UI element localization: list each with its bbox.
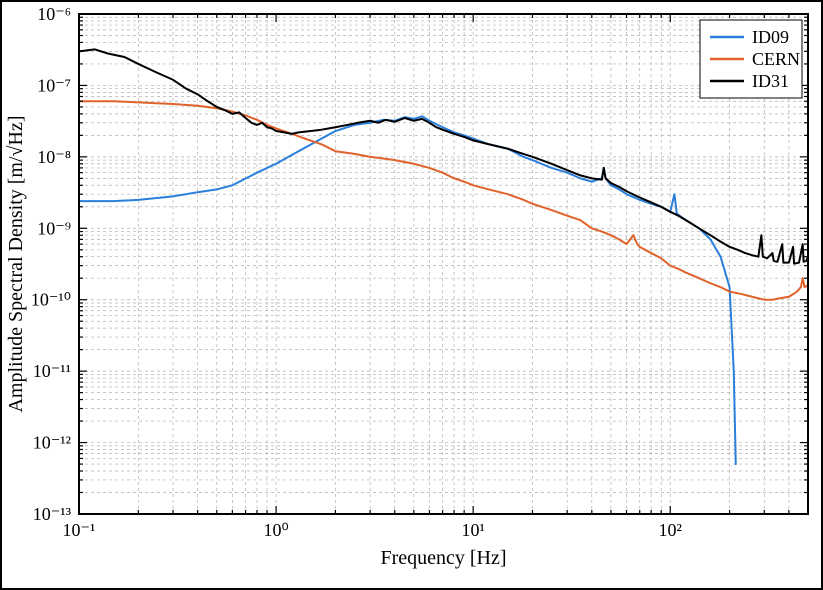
y-tick-label: 10⁻⁸ xyxy=(37,147,71,167)
legend-label: CERN xyxy=(752,49,800,69)
x-tick-labels: 10⁻¹10⁰10¹10² xyxy=(63,520,682,540)
y-tick-label: 10⁻⁶ xyxy=(37,4,71,24)
y-tick-label: 10⁻⁷ xyxy=(37,75,71,95)
y-tick-label: 10⁻⁹ xyxy=(37,218,71,238)
y-tick-label: 10⁻¹⁰ xyxy=(31,290,71,310)
x-tick-label: 10⁰ xyxy=(263,520,288,540)
y-tick-label: 10⁻¹³ xyxy=(33,504,72,524)
legend-label: ID31 xyxy=(752,71,789,91)
y-axis-label: Amplitude Spectral Density [m/√Hz] xyxy=(5,115,27,412)
series-id09 xyxy=(79,116,736,464)
legend-label: ID09 xyxy=(752,27,789,47)
x-tick-label: 10¹ xyxy=(461,520,484,540)
x-axis-label: Frequency [Hz] xyxy=(380,547,506,569)
figure-container: 10⁻¹10⁰10¹10²10⁻¹³10⁻¹²10⁻¹¹10⁻¹⁰10⁻⁹10⁻… xyxy=(0,0,823,590)
legend: ID09CERNID31 xyxy=(700,20,802,98)
y-tick-labels: 10⁻¹³ 10⁻¹² 10⁻¹¹ 10⁻¹⁰ 10⁻⁹ 10⁻⁸ 10⁻⁷ 10⁻⁶ xyxy=(31,4,72,524)
chart-svg: 10⁻¹10⁰10¹10²10⁻¹³10⁻¹²10⁻¹¹10⁻¹⁰10⁻⁹10⁻… xyxy=(0,0,823,590)
y-tick-label: 10⁻¹² xyxy=(33,433,71,453)
y-tick-label: 10⁻¹¹ xyxy=(33,361,71,381)
x-tick-label: 10² xyxy=(659,520,682,540)
